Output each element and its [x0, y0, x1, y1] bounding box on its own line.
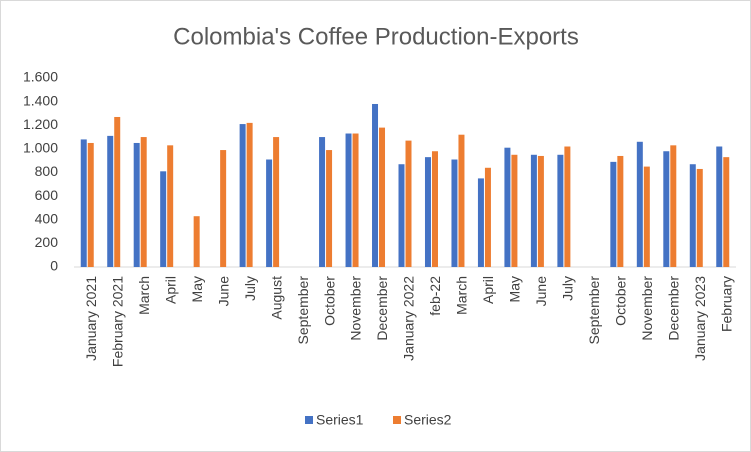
bar: [80, 139, 87, 267]
x-tick-label: April: [480, 276, 496, 304]
x-tick-label: January 2022: [401, 276, 417, 361]
y-tick-label: 0: [50, 258, 58, 274]
bar: [114, 116, 121, 267]
y-tick-label: 1.200: [23, 116, 58, 132]
x-tick-label: January 2023: [692, 276, 708, 361]
x-tick-label: October: [613, 276, 629, 326]
x-tick-label: September: [295, 276, 311, 345]
bar: [379, 127, 386, 267]
bar: [431, 151, 438, 267]
x-tick-label: September: [586, 276, 602, 345]
bar: [458, 134, 465, 267]
x-tick-label: January 2021: [83, 276, 99, 361]
x-tick-label: March: [454, 276, 470, 315]
legend-label: Series2: [404, 412, 452, 428]
y-tick-label: 1.000: [23, 140, 58, 156]
bar: [689, 164, 696, 267]
x-tick-label: February: [718, 276, 734, 332]
y-tick-label: 400: [35, 210, 59, 226]
bar: [636, 141, 643, 267]
x-tick-label: June: [215, 276, 231, 307]
bar: [326, 150, 333, 267]
x-tick-label: August: [268, 276, 284, 320]
bar: [273, 137, 280, 267]
bar: [405, 140, 412, 267]
bar: [424, 157, 431, 267]
x-tick-label: December: [666, 276, 682, 341]
x-tick-label: November: [348, 276, 364, 341]
bar: [319, 137, 326, 267]
x-tick-label: May: [189, 276, 205, 302]
x-tick-label: April: [162, 276, 178, 304]
bar: [220, 150, 227, 267]
bar: [160, 171, 167, 267]
bar: [504, 147, 511, 267]
legend-label: Series1: [316, 412, 364, 428]
bar: [716, 146, 723, 267]
chart-title: Colombia's Coffee Production-Exports: [173, 23, 579, 50]
bar: [564, 146, 571, 267]
bar: [610, 161, 617, 267]
bar: [696, 168, 703, 267]
bar: [530, 154, 537, 267]
bar: [107, 135, 114, 267]
bar: [451, 159, 458, 267]
bar: [557, 154, 564, 267]
bar: [266, 159, 273, 267]
bar: [617, 155, 624, 267]
bar: [133, 142, 140, 267]
y-tick-label: 200: [35, 234, 59, 250]
bar: [477, 178, 484, 267]
x-tick-label: June: [533, 276, 549, 307]
legend-swatch: [393, 416, 401, 424]
bar: [663, 151, 670, 267]
bar: [345, 133, 352, 267]
y-tick-label: 600: [35, 187, 59, 203]
legend-swatch: [305, 416, 313, 424]
x-tick-label: November: [639, 276, 655, 341]
bar: [511, 154, 518, 267]
y-tick-label: 800: [35, 163, 59, 179]
bar: [239, 124, 246, 267]
x-tick-label: feb-22: [427, 276, 443, 316]
x-tick-label: February 2021: [109, 276, 125, 367]
bar: [87, 142, 94, 267]
bar: [352, 133, 359, 267]
y-tick-label: 1.600: [23, 69, 58, 85]
x-tick-label: May: [507, 276, 523, 302]
x-tick-label: July: [242, 276, 258, 301]
bar: [537, 155, 544, 267]
bar: [643, 166, 650, 267]
bar: [670, 145, 677, 267]
bar: [398, 164, 405, 267]
bar: [484, 167, 491, 267]
x-tick-label: July: [560, 276, 576, 301]
x-tick-label: December: [374, 276, 390, 341]
bar: [372, 103, 379, 267]
bar: [167, 145, 174, 267]
x-tick-label: October: [321, 276, 337, 326]
bar: [140, 137, 147, 267]
y-tick-label: 1.400: [23, 92, 58, 108]
bar: [193, 216, 200, 267]
bar: [723, 157, 730, 267]
bar: [246, 122, 253, 267]
x-tick-label: March: [136, 276, 152, 315]
